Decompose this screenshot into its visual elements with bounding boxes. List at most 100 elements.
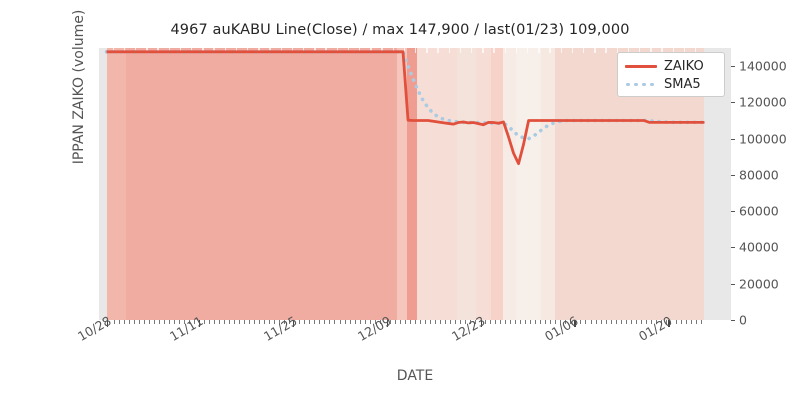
y-axis-tick — [731, 283, 735, 285]
x-axis-minor-tick — [173, 320, 175, 324]
y-axis-tick — [731, 320, 735, 321]
legend-item-sma5[interactable]: SMA5 — [625, 75, 718, 93]
x-axis-minor-tick — [183, 320, 185, 324]
x-axis-minor-tick — [113, 320, 115, 324]
background-band — [397, 48, 408, 320]
x-axis-minor-tick — [118, 320, 120, 324]
x-axis-minor-tick — [369, 320, 371, 324]
x-axis-minor-tick — [404, 320, 406, 324]
x-axis-minor-tick — [695, 320, 697, 324]
x-axis-minor-tick — [500, 320, 502, 324]
x-axis-minor-tick — [304, 320, 306, 324]
y-axis-tick-label: 140000 — [739, 58, 787, 74]
x-axis-tick-label: 10/28 — [74, 312, 114, 344]
x-axis-minor-tick — [685, 320, 687, 324]
x-axis-minor-tick — [525, 320, 527, 324]
x-axis-minor-tick — [339, 320, 341, 324]
x-axis-minor-tick — [505, 320, 507, 324]
x-axis-minor-tick — [379, 320, 381, 324]
x-axis-minor-tick — [690, 320, 692, 324]
series-layer — [104, 50, 707, 166]
x-axis-minor-tick — [219, 320, 221, 324]
chart-legend[interactable]: ZAIKO SMA5 — [617, 52, 725, 97]
y-axis-tick-label: 20000 — [739, 276, 779, 292]
x-axis-minor-tick — [700, 320, 702, 324]
background-band — [126, 48, 398, 320]
x-axis-minor-tick — [344, 320, 346, 324]
x-axis-minor-tick — [414, 320, 416, 324]
y-axis-tick-label: 0 — [739, 312, 747, 328]
y-axis-tick — [731, 174, 735, 176]
legend-item-zaiko[interactable]: ZAIKO — [625, 57, 718, 75]
x-axis-minor-tick — [399, 320, 401, 324]
y-axis-tick-label: 120000 — [739, 94, 787, 110]
x-axis-minor-tick — [163, 320, 165, 324]
x-axis-minor-tick — [600, 320, 602, 324]
x-axis-minor-tick — [555, 320, 557, 324]
x-axis-minor-tick — [570, 320, 572, 324]
x-axis-minor-tick — [595, 320, 597, 324]
x-axis-minor-tick — [449, 320, 451, 324]
x-axis-minor-tick — [495, 320, 497, 324]
x-axis-minor-tick — [329, 320, 331, 324]
x-axis-minor-tick — [429, 320, 431, 324]
chart-title: 4967 auKABU Line(Close) / max 147,900 / … — [170, 22, 630, 38]
x-axis-minor-tick — [565, 320, 567, 324]
x-axis-minor-tick — [650, 320, 652, 324]
y-axis-tick-label: 80000 — [739, 167, 779, 183]
x-axis-minor-tick — [239, 320, 241, 324]
y-axis-tick — [731, 211, 735, 213]
y-axis-tick — [731, 138, 735, 140]
x-axis-minor-tick — [249, 320, 251, 324]
x-axis-minor-tick — [234, 320, 236, 324]
x-axis-minor-tick — [434, 320, 436, 324]
background-band — [516, 48, 542, 320]
x-axis-minor-tick — [515, 320, 517, 324]
x-axis-minor-tick — [409, 320, 411, 324]
legend-swatch-line-icon — [625, 59, 657, 73]
x-axis-minor-tick — [168, 320, 170, 324]
x-axis-minor-tick — [203, 320, 205, 324]
x-axis-minor-tick — [354, 320, 356, 324]
x-axis-minor-tick — [178, 320, 180, 324]
x-axis-minor-tick — [475, 320, 477, 324]
background-band — [456, 48, 476, 320]
legend-dot-icon — [650, 82, 654, 87]
x-axis-minor-tick — [424, 320, 426, 324]
legend-dot-icon — [626, 82, 630, 87]
background-band — [106, 48, 127, 320]
x-axis-minor-tick — [128, 320, 130, 324]
x-axis-minor-tick — [625, 320, 627, 324]
series-line — [106, 50, 705, 166]
x-axis-minor-tick — [465, 320, 466, 324]
x-axis-minor-tick — [610, 320, 612, 324]
x-axis-minor-tick — [153, 320, 155, 324]
x-axis-major-tick — [480, 320, 483, 327]
background-band — [541, 48, 556, 320]
x-axis-minor-tick — [560, 320, 562, 324]
x-axis-major-tick — [106, 320, 108, 327]
y-axis: 0 20000 40000 60000 80000 100000 120000 140000 — [731, 48, 800, 328]
x-axis-minor-tick — [580, 320, 582, 324]
x-axis-minor-tick — [244, 320, 246, 324]
x-axis-major-tick — [198, 320, 201, 327]
x-axis-minor-tick — [314, 320, 316, 324]
x-axis-minor-tick — [630, 320, 632, 324]
x-axis-minor-tick — [264, 320, 266, 324]
x-axis-minor-tick — [675, 320, 677, 324]
y-axis-tick-label: 40000 — [739, 239, 779, 255]
x-axis-minor-tick — [419, 320, 421, 324]
x-axis-minor-tick — [143, 320, 145, 324]
x-axis: 10/28 11/11 11/25 12/09 12/23 01/06 01/20 — [75, 313, 731, 370]
x-axis-minor-tick — [394, 320, 396, 324]
x-axis-minor-tick — [510, 320, 512, 324]
x-axis-minor-tick — [214, 320, 215, 324]
x-axis-major-tick — [574, 320, 576, 327]
x-axis-minor-tick — [454, 320, 456, 324]
x-axis-minor-tick — [324, 320, 326, 324]
x-axis-minor-tick — [540, 320, 542, 324]
x-axis-major-tick — [668, 320, 670, 327]
x-axis-minor-tick — [229, 320, 231, 324]
x-axis-minor-tick — [444, 320, 446, 324]
x-axis-minor-tick — [485, 320, 487, 324]
